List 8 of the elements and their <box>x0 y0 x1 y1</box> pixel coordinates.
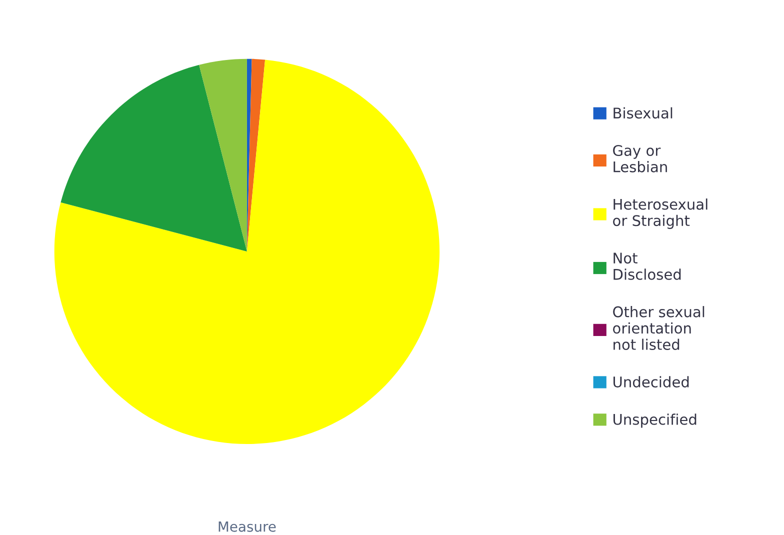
legend-label: Other sexual orientation not listed <box>613 306 704 350</box>
legend-label: Heterosexual or Straight <box>613 198 708 229</box>
legend-label: Bisexual <box>614 107 672 119</box>
legend-label: Not Disclosed <box>614 252 681 280</box>
legend-label: Gay or Lesbian <box>613 144 667 172</box>
legend-label: Undecided <box>614 376 689 388</box>
text: Measure <box>218 522 276 532</box>
legend-label: Unspecified <box>614 414 696 428</box>
